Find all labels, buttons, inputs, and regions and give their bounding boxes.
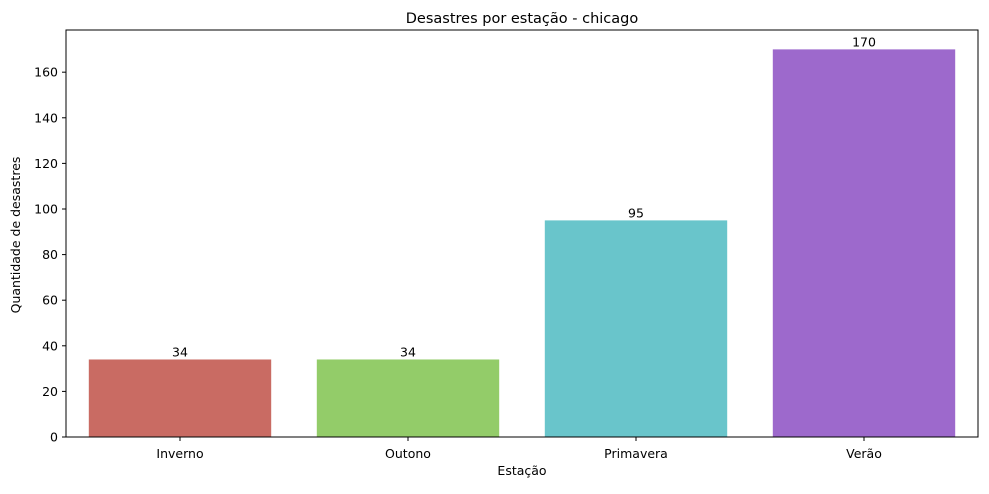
y-tick-label: 0	[50, 430, 58, 445]
x-axis-label: Estação	[497, 463, 546, 478]
y-tick-label: 160	[34, 65, 58, 80]
y-axis-label: Quantidade de desastres	[8, 157, 23, 314]
x-tick-label: Verão	[846, 446, 882, 461]
y-tick-label: 60	[42, 293, 58, 308]
bar-value-label: 34	[172, 344, 188, 359]
bar	[88, 359, 272, 437]
x-tick-label: Primavera	[604, 446, 668, 461]
bar-value-label: 170	[852, 34, 876, 49]
bars-layer	[88, 49, 956, 437]
plot-frame	[65, 29, 979, 438]
bar	[544, 220, 728, 437]
chart-title: Desastres por estação - chicago	[406, 11, 639, 27]
value-labels: 34 34 95 170	[172, 34, 876, 359]
x-tick-label: Inverno	[156, 446, 203, 461]
bar	[316, 359, 500, 437]
y-axis: 0 20 40 60 80 100 120 140 160	[34, 65, 66, 445]
x-tick-label: Outono	[385, 446, 431, 461]
y-tick-label: 80	[42, 247, 58, 262]
x-axis: Inverno Outono Primavera Verão	[156, 437, 882, 461]
y-tick-label: 140	[34, 110, 58, 125]
y-tick-label: 120	[34, 156, 58, 171]
bar-value-label: 34	[400, 344, 416, 359]
bar	[772, 49, 956, 437]
y-tick-label: 20	[42, 384, 58, 399]
y-tick-label: 100	[34, 201, 58, 216]
y-tick-label: 40	[42, 338, 58, 353]
bar-value-label: 95	[628, 205, 644, 220]
